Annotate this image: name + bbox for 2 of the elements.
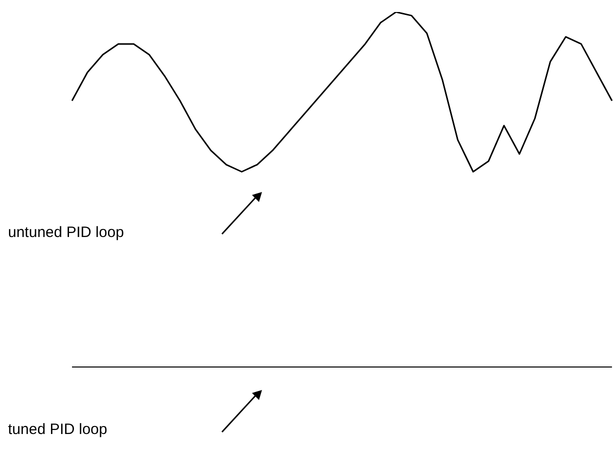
ref-line-label: tuned PID loop — [8, 421, 108, 438]
annotation: untuned PID loop — [8, 224, 124, 241]
